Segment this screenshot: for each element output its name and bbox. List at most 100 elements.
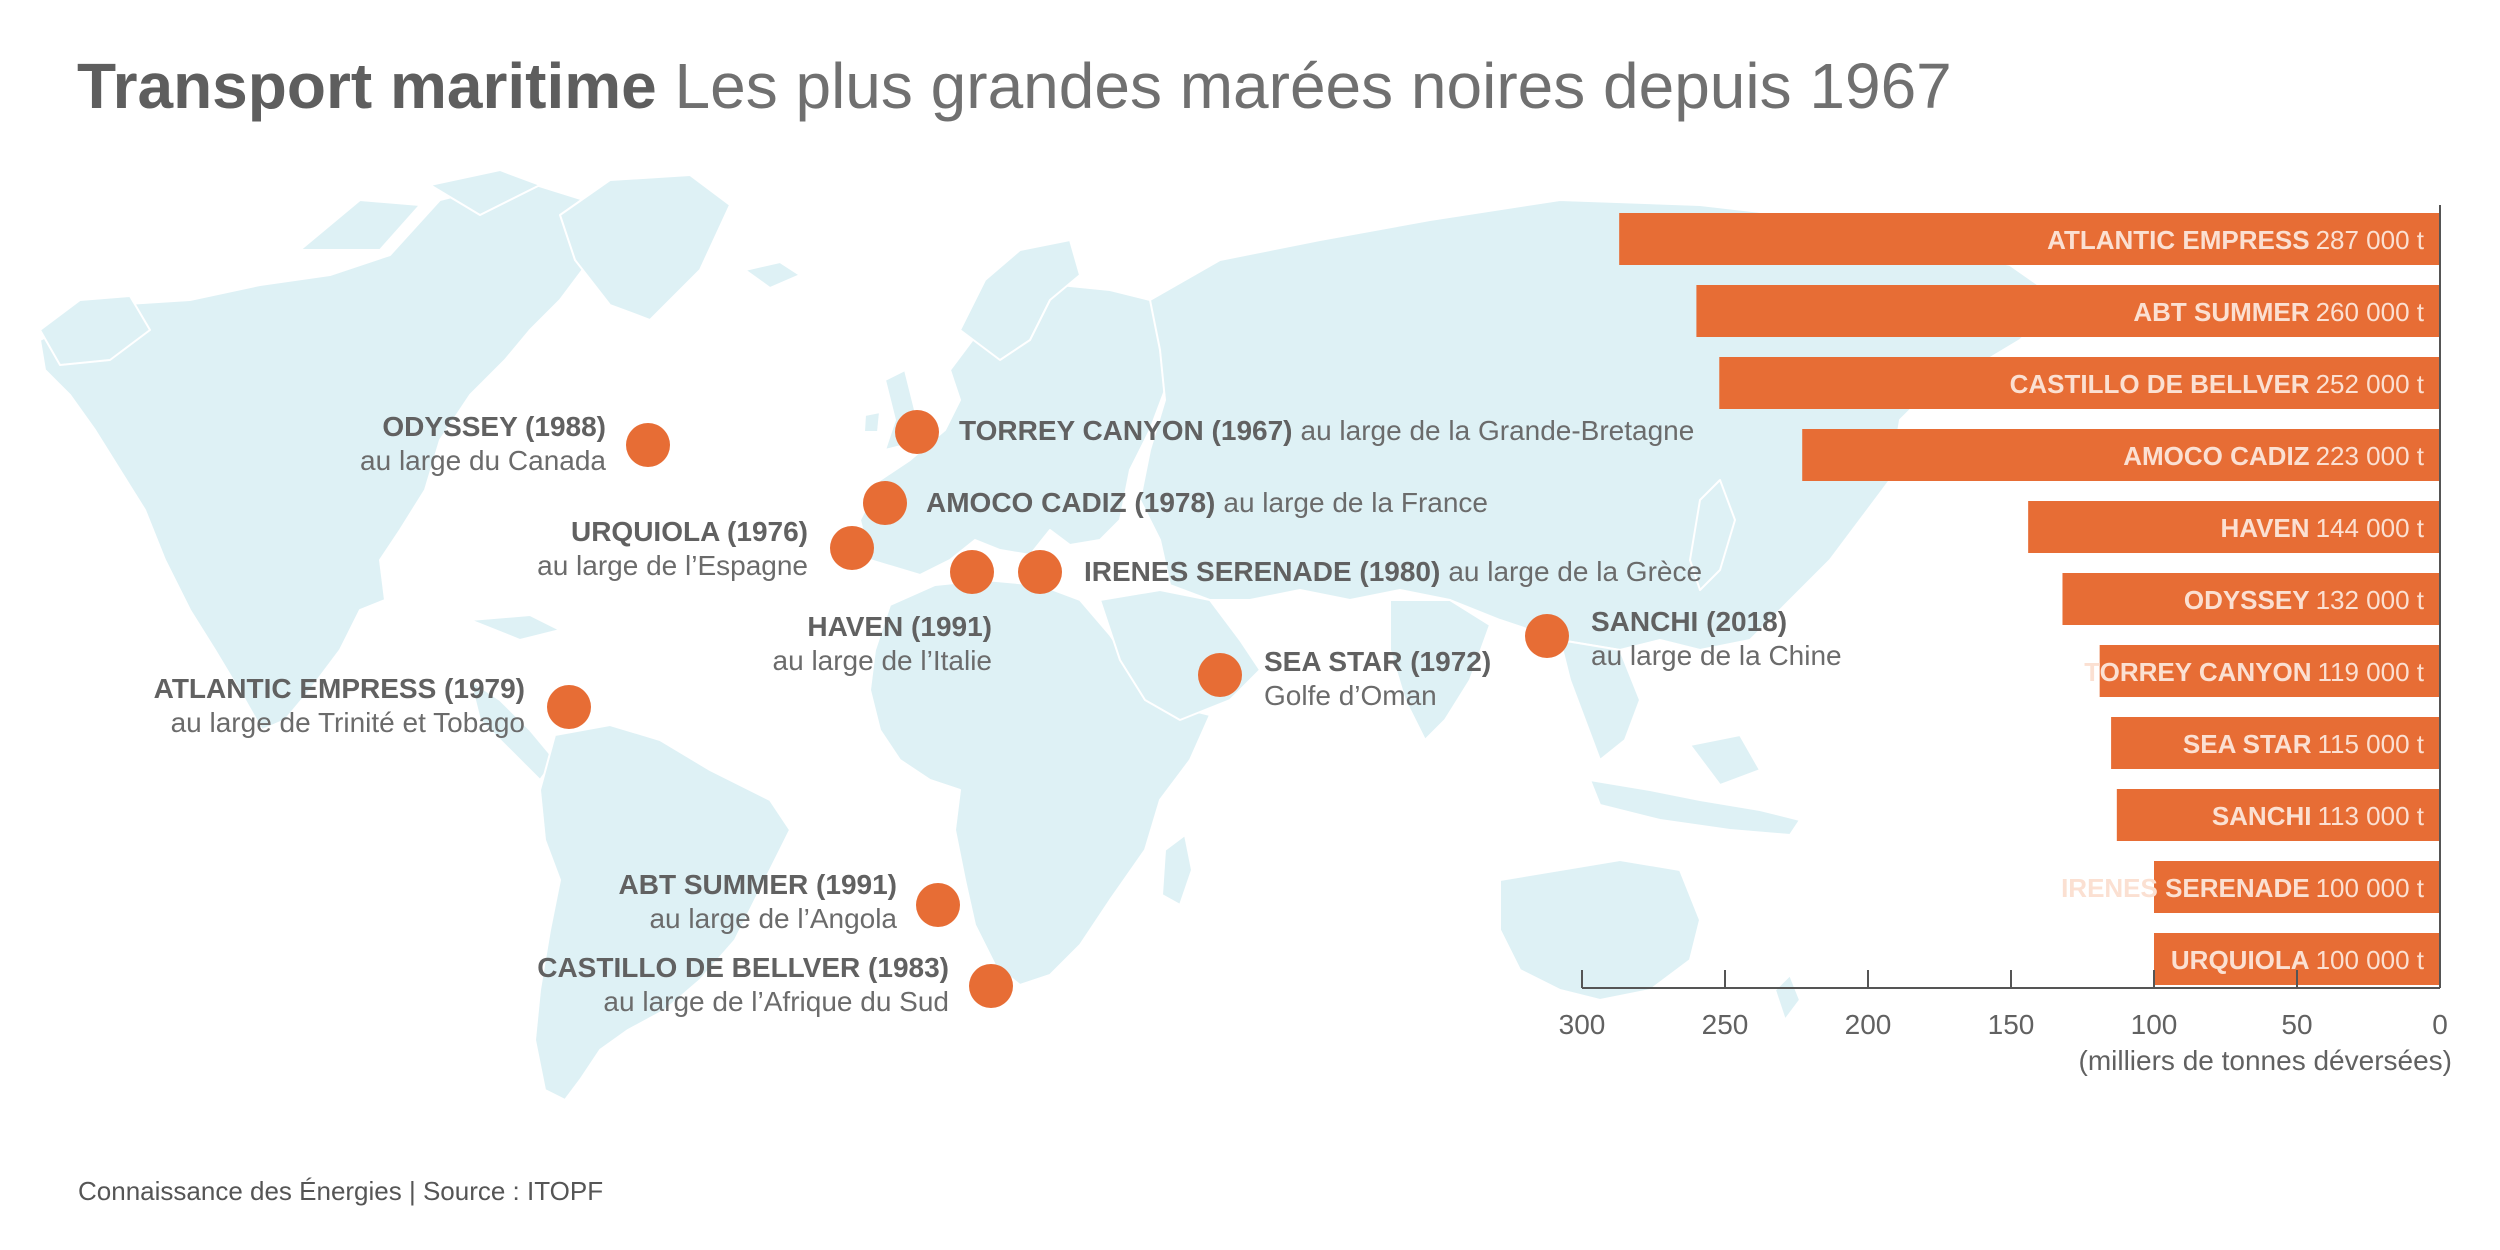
map-indonesia [1589,734,1801,836]
x-tick-label: 250 [1702,1009,1749,1040]
marker-place: au large de l’Espagne [537,550,808,581]
map-north-america [39,179,601,731]
marker-name: AMOCO CADIZ (1978) [926,487,1215,518]
map-greenland [559,174,731,321]
bar-item: SANCHI 113 000 t [2116,789,2440,841]
bar-item: ODYSSEY 132 000 t [2062,573,2440,625]
map-japan [1689,479,1736,591]
map-marker: IRENES SERENADE (1980) au large de la Grè… [1018,550,1702,594]
bar-category: ODYSSEY [2184,585,2310,615]
map-marker: URQUIOLA (1976)au large de l’Espagne [537,516,874,581]
map-markers: ODYSSEY (1988)au large du Canada TORREY C… [154,410,1842,1017]
marker-name: HAVEN (1991) [807,611,992,642]
marker-place: au large de la Grande-Bretagne [1301,415,1695,446]
bar-label: ODYSSEY 132 000 t [2184,585,2425,615]
bar-value-label: 100 000 t [2316,873,2425,903]
marker-name: CASTILLO DE BELLVER (1983) [537,952,949,983]
bar-category: URQUIOLA [2171,945,2310,975]
bar-value-label: 132 000 t [2316,585,2425,615]
marker-place: au large du Canada [360,445,606,476]
bar-item: CASTILLO DE BELLVER 252 000 t [1719,357,2440,409]
marker-label: AMOCO CADIZ (1978) au large de la France [926,487,1488,518]
marker-name: IRENES SERENADE (1980) [1084,556,1440,587]
bar-label: ATLANTIC EMPRESS 287 000 t [2047,225,2425,255]
marker-place: au large de l’Afrique du Sud [603,986,949,1017]
bar [2111,717,2440,769]
bar-category: AMOCO CADIZ [2123,441,2309,471]
map-scandinavia [959,239,1081,361]
marker-name: SANCHI (2018) [1591,606,1787,637]
map-arctic-islands [299,169,541,251]
bar-item: TORREY CANYON 119 000 t [2084,645,2440,697]
bar-item: IRENES SERENADE 100 000 t [2061,861,2440,913]
marker-place: au large de Trinité et Tobago [171,707,525,738]
marker-place: au large de la Grèce [1448,556,1702,587]
bar-category: SANCHI [2212,801,2312,831]
marker-name: ABT SUMMER (1991) [619,869,897,900]
marker-dot [1018,550,1062,594]
bar-value-label: 223 000 t [2316,441,2425,471]
bar-value-label: 119 000 t [2317,657,2424,687]
x-axis-label: (milliers de tonnes déversées) [2079,1045,2453,1076]
bar-value-label: 113 000 t [2317,801,2424,831]
map-marker: SEA STAR (1972)Golfe d’Oman [1198,646,1491,711]
bars-group: ATLANTIC EMPRESS 287 000 t ABT SUMMER 260 0… [1619,205,2441,988]
bar-value-label: 100 000 t [2316,945,2425,975]
map-iceland [744,261,801,289]
bar-category: IRENES SERENADE [2061,873,2310,903]
bar-item: ABT SUMMER 260 000 t [1696,285,2440,337]
bar-label: URQUIOLA 100 000 t [2171,945,2425,975]
x-tick-label: 50 [2281,1009,2312,1040]
bar-item: HAVEN 144 000 t [2028,501,2440,553]
bar-item: SEA STAR 115 000 t [2111,717,2440,769]
bar [2099,645,2440,697]
bar [2116,789,2440,841]
x-tick-label: 150 [1988,1009,2035,1040]
bar [1802,429,2440,481]
marker-dot [895,410,939,454]
marker-place: au large de l’Italie [773,645,992,676]
bar-value-label: 115 000 t [2317,729,2424,759]
x-tick-label: 0 [2432,1009,2448,1040]
bar-category: ATLANTIC EMPRESS [2047,225,2309,255]
map-marker: AMOCO CADIZ (1978) au large de la France [863,481,1488,525]
x-axis: 300 250 200 150 100 50 0 (milliers de tonnes dé… [1559,970,2452,1076]
map-marker: HAVEN (1991)au large de l’Italie [773,550,994,676]
x-tick-label: 200 [1845,1009,1892,1040]
bar [2154,861,2440,913]
map-marker: CASTILLO DE BELLVER (1983)au large de l’… [537,952,1013,1017]
map-madagascar [1161,834,1193,906]
marker-dot [626,423,670,467]
marker-name: SEA STAR (1972) [1264,646,1491,677]
marker-place: au large de la France [1223,487,1488,518]
bar-label: SEA STAR 115 000 t [2183,729,2425,759]
bar-label: HAVEN 144 000 t [2220,513,2424,543]
marker-label: IRENES SERENADE (1980) au large de la Grè… [1084,556,1702,587]
bar-value-label: 252 000 t [2316,369,2425,399]
bar-label: ABT SUMMER 260 000 t [2133,297,2424,327]
bar-value-label: 260 000 t [2316,297,2425,327]
map-india [1389,599,1491,741]
marker-label: TORREY CANYON (1967) au large de la Grand… [959,415,1694,446]
map-marker: ATLANTIC EMPRESS (1979)au large de Trini… [154,673,591,738]
bar-item: ATLANTIC EMPRESS 287 000 t [1619,213,2440,265]
bar [2028,501,2440,553]
bar-item: AMOCO CADIZ 223 000 t [1802,429,2440,481]
bar-label: AMOCO CADIZ 223 000 t [2123,441,2425,471]
marker-place: au large de la Chine [1591,640,1842,671]
map-cuba [469,614,561,641]
marker-dot [950,550,994,594]
bar [1719,357,2440,409]
x-tick-label: 100 [2131,1009,2178,1040]
marker-name: URQUIOLA (1976) [571,516,808,547]
map-africa [869,579,1211,986]
footer-source: Connaissance des Énergies | Source : ITO… [78,1176,604,1206]
bar-label: IRENES SERENADE 100 000 t [2061,873,2425,903]
marker-dot [547,685,591,729]
map-new-zealand [1774,974,1801,1021]
bar-category: TORREY CANYON [2084,657,2311,687]
marker-dot [1198,653,1242,697]
marker-dot [969,964,1013,1008]
bar-label: CASTILLO DE BELLVER 252 000 t [2010,369,2425,399]
